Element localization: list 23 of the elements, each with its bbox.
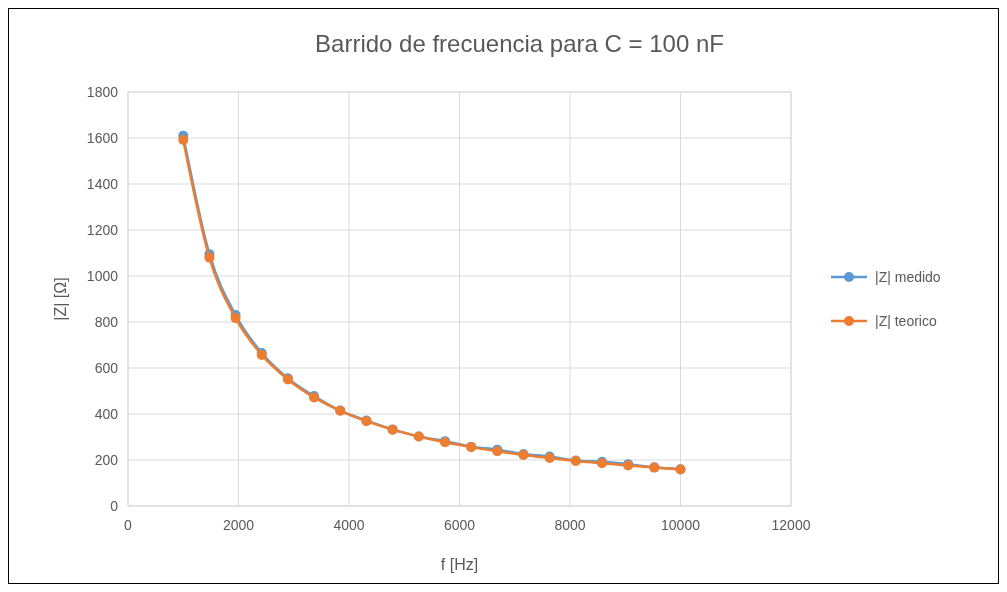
point	[178, 134, 189, 145]
legend-label: |Z| medido	[875, 268, 941, 285]
x-tick-label: 8000	[554, 517, 586, 533]
x-tick-label: 10000	[661, 517, 701, 533]
legend-label: |Z| teorico	[875, 312, 937, 329]
x-tick-label: 6000	[443, 517, 476, 533]
x-tick-label: 4000	[333, 517, 365, 533]
x-axis-title: f [Hz]	[440, 556, 479, 573]
y-tick-label: 1000	[86, 267, 119, 284]
y-tick-label: 400	[94, 405, 119, 422]
y-tick-label: 600	[94, 359, 119, 376]
y-tick-label: 1800	[86, 83, 119, 100]
y-tick-label: 200	[94, 451, 119, 468]
chart-title: Barrido de frecuencia para C = 100 nF	[315, 30, 724, 57]
y-tick-label: 1200	[86, 221, 119, 238]
y-tick-label: 0	[110, 497, 119, 514]
x-tick-label: 0	[124, 517, 133, 533]
y-tick-label: 1600	[86, 129, 119, 146]
y-axis-title: |Z| [Ω]	[52, 277, 69, 321]
y-tick-label: 800	[94, 313, 119, 330]
x-tick-label: 2000	[222, 517, 255, 533]
x-tick-label: 12000	[771, 517, 811, 533]
y-tick-label: 1400	[86, 175, 119, 192]
